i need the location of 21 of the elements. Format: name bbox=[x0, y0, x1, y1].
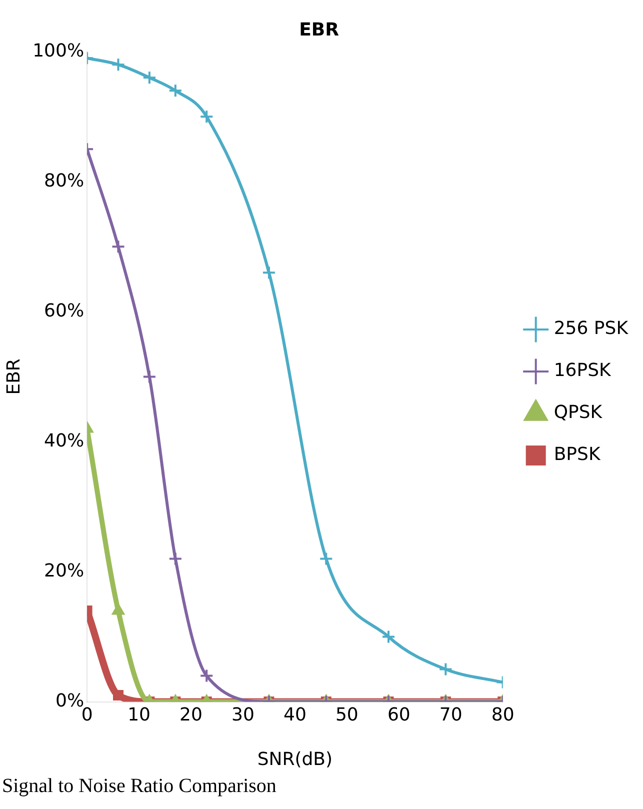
chart-title: EBR bbox=[299, 19, 340, 40]
text: Signal to Noise Ratio Comparison bbox=[2, 775, 278, 798]
x-tick-label: 10 bbox=[128, 704, 150, 726]
x-tick-label: 70 bbox=[439, 704, 462, 726]
x-tick-label: 40 bbox=[283, 704, 306, 726]
legend-label: BPSK bbox=[554, 444, 602, 466]
x-tick-label: 60 bbox=[387, 704, 410, 726]
y-tick-label: 20% bbox=[44, 560, 84, 582]
x-tick-label: 50 bbox=[335, 704, 358, 726]
y-tick-label: 100% bbox=[32, 40, 84, 62]
y-tick-label: 40% bbox=[44, 430, 84, 452]
legend-label: 256 PSK bbox=[554, 318, 630, 340]
x-tick-label: 80 bbox=[491, 704, 514, 726]
legend-label: 16PSK bbox=[554, 360, 612, 382]
x-tick-label: 30 bbox=[232, 704, 254, 726]
y-tick-label: 60% bbox=[44, 300, 84, 322]
legend-label: QPSK bbox=[554, 402, 604, 424]
y-tick-label: 80% bbox=[44, 170, 84, 192]
y-axis-title: EBR bbox=[3, 358, 24, 395]
x-tick-label: 20 bbox=[180, 704, 202, 726]
x-axis-title: SNR(dB) bbox=[257, 748, 333, 770]
